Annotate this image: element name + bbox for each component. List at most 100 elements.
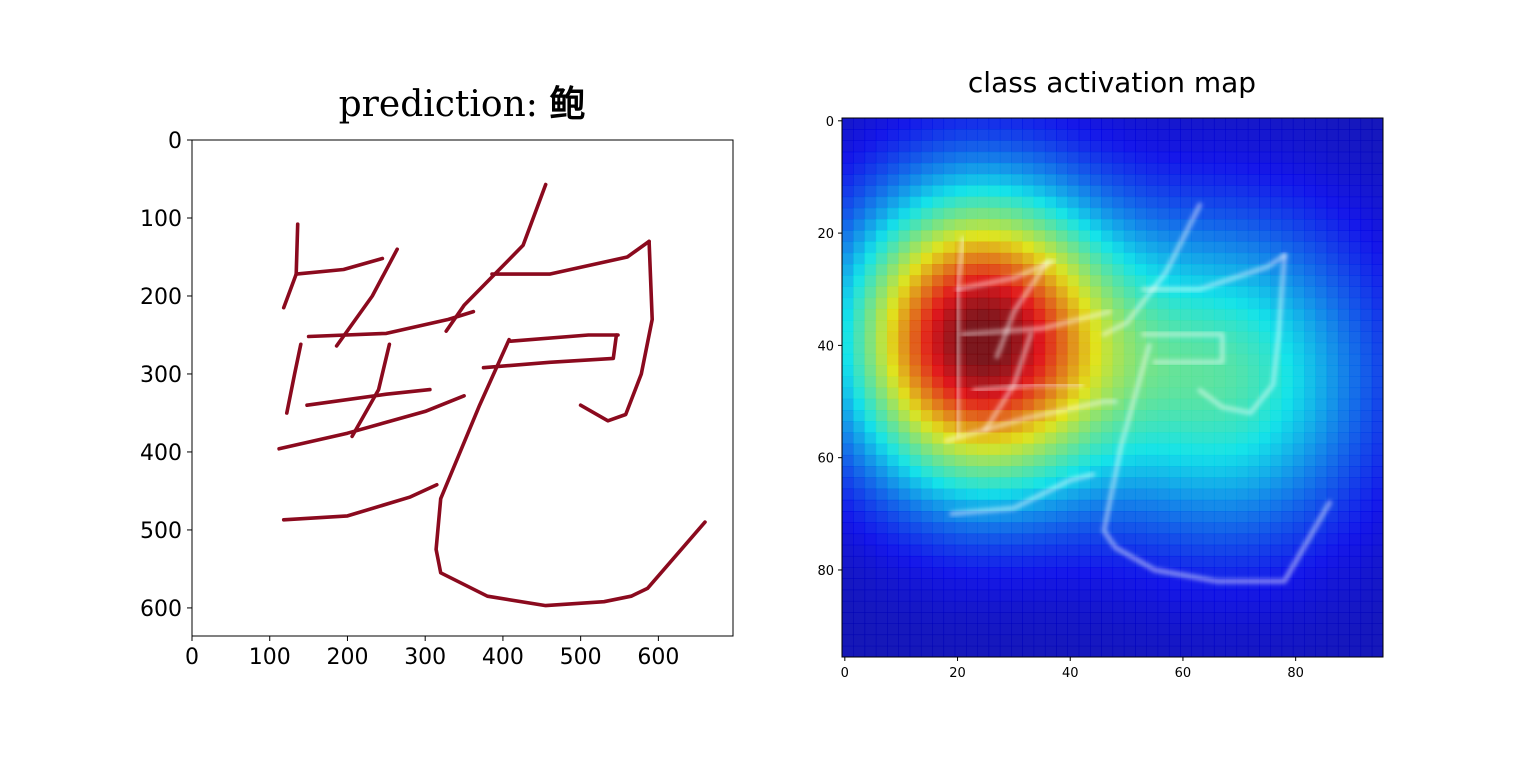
heat-cell <box>943 365 956 377</box>
heat-cell <box>988 376 1001 389</box>
heat-cell <box>853 297 866 310</box>
heat-cell <box>1213 522 1226 535</box>
heat-cell <box>1292 219 1305 231</box>
heat-cell <box>977 219 990 231</box>
heat-cell <box>898 488 911 501</box>
heat-cell <box>853 488 866 501</box>
heat-cell <box>1078 376 1091 389</box>
heat-cell <box>1315 297 1328 310</box>
heat-cell <box>1123 353 1136 366</box>
heat-cell <box>1090 522 1102 535</box>
heat-cell <box>1337 365 1350 377</box>
heat-cell <box>1157 286 1170 299</box>
heat-cell <box>1157 421 1170 433</box>
heat-cell <box>1225 365 1238 377</box>
heat-cell <box>898 162 911 175</box>
heat-cell <box>1090 207 1102 220</box>
heat-cell <box>1090 499 1102 512</box>
heat-cell <box>1146 578 1159 591</box>
heat-cell <box>1022 241 1035 254</box>
heat-cell <box>1292 264 1305 276</box>
heat-cell <box>1360 275 1373 287</box>
heat-cell <box>1180 410 1192 422</box>
prediction-panel: prediction: 鲍 0 100 200 300 400 500 600 010020… <box>140 84 734 670</box>
heat-cell <box>1146 443 1159 456</box>
heat-cell <box>1146 511 1159 523</box>
heat-cell <box>1349 185 1362 198</box>
heat-cell <box>1326 140 1339 153</box>
heat-cell <box>1247 454 1260 467</box>
heat-cell <box>1101 151 1114 164</box>
heat-cell <box>1033 443 1046 456</box>
heat-cell <box>988 129 1001 141</box>
heat-cell <box>1326 499 1339 512</box>
heat-cell <box>1213 219 1226 231</box>
heat-cell <box>1371 522 1383 535</box>
heat-cell <box>977 297 990 310</box>
heat-cell <box>1292 140 1305 153</box>
heat-cell <box>1259 544 1271 557</box>
heat-cell <box>853 275 866 287</box>
heat-cell <box>875 421 888 433</box>
heat-cell <box>1180 499 1192 512</box>
heat-cell <box>1326 151 1339 164</box>
heat-cell <box>1371 589 1383 602</box>
heat-cell <box>909 230 922 243</box>
heat-cell <box>1360 286 1373 299</box>
heat-cell <box>1337 533 1350 546</box>
heat-cell <box>864 275 877 287</box>
y-tick-label: 40 <box>817 339 834 354</box>
heat-cell <box>1157 376 1170 389</box>
heat-cell <box>1157 342 1170 355</box>
heat-cell <box>842 578 854 591</box>
heat-cell <box>966 544 978 557</box>
heat-cell <box>1146 129 1159 141</box>
heat-cell <box>966 140 978 153</box>
heat-cell <box>1304 612 1316 624</box>
heat-cell <box>875 567 888 579</box>
heat-cell <box>1213 600 1226 613</box>
heat-cell <box>932 623 945 636</box>
heat-cell <box>864 219 877 231</box>
heat-cell <box>1022 387 1035 400</box>
heat-cell <box>1033 387 1046 400</box>
heat-cell <box>1135 567 1147 579</box>
heat-cell <box>1259 140 1271 153</box>
heat-cell <box>1056 353 1068 366</box>
heat-cell <box>1123 174 1136 186</box>
heat-cell <box>1202 252 1215 265</box>
heat-cell <box>977 589 990 602</box>
heat-cell <box>1281 252 1294 265</box>
heat-cell <box>898 286 911 299</box>
heat-cell <box>898 230 911 243</box>
heat-cell <box>1304 331 1316 344</box>
heat-cell <box>1033 589 1046 602</box>
heat-cell <box>1304 589 1316 602</box>
heat-cell <box>1056 185 1068 198</box>
heat-cell <box>898 466 911 478</box>
heat-cell <box>1101 522 1114 535</box>
heat-cell <box>954 589 967 602</box>
heat-cell <box>842 499 854 512</box>
x-tick-label: 600 <box>637 645 679 670</box>
heat-cell <box>1090 286 1102 299</box>
heat-cell <box>1326 488 1339 501</box>
heat-cell <box>920 353 933 366</box>
heat-cell <box>1270 555 1283 568</box>
heat-cell <box>909 264 922 276</box>
heat-cell <box>1225 443 1238 456</box>
heat-cell <box>1326 533 1339 546</box>
heat-cell <box>1135 331 1147 344</box>
heat-cell <box>1078 600 1091 613</box>
heat-cell <box>1247 522 1260 535</box>
heat-cell <box>1337 522 1350 535</box>
heat-cell <box>988 522 1001 535</box>
heat-cell <box>1101 118 1114 130</box>
heat-cell <box>1270 264 1283 276</box>
heat-cell <box>1090 454 1102 467</box>
heat-cell <box>977 118 990 130</box>
heat-cell <box>954 533 967 546</box>
heat-cell <box>1044 511 1057 523</box>
heat-cell <box>842 241 854 254</box>
heat-cell <box>842 623 854 636</box>
